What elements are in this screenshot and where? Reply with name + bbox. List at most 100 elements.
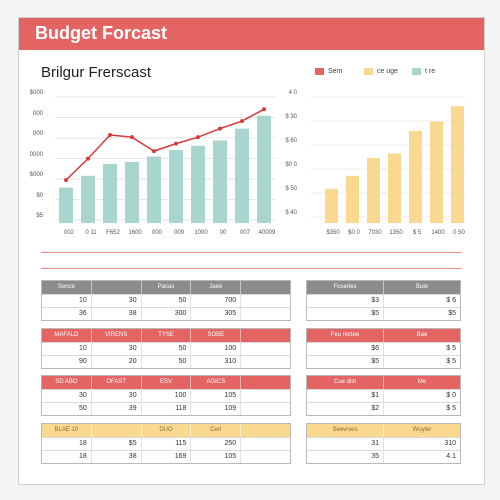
header-cell: Bule [415,284,428,290]
legend-label: t re [425,68,436,75]
y-tick-label: 4 0 [288,90,297,96]
table-cell: 90 [42,356,92,368]
bar [147,156,161,223]
table-row: $2 $ 5 [307,402,460,415]
data-table: SD ABO OFAST ESV AGICS 30 30 100 105 50 39 118 109 [41,375,291,416]
table-cell: 31 [307,438,384,450]
x-tick-label: 009 [173,230,184,236]
header-cell: BLAE 10 [42,424,92,437]
table-header: Feu rectee Bae [307,329,460,342]
table-cell: 20 [92,356,142,368]
table-cell: 30 [92,343,142,355]
divider [41,268,461,269]
table-cell: 18 [42,438,92,450]
x-tick-label: 1350 [389,230,403,236]
table-cell [241,356,290,368]
table-row: $5 $5 [307,307,460,320]
bar [213,140,227,223]
bar [59,187,73,223]
table-cell: 50 [142,356,192,368]
bar [388,153,401,223]
x-tick-label: 00 [219,230,227,236]
y-tick-label: $ 30 [285,114,297,120]
x-tick-label: $0 0 [348,230,360,236]
table-row: 18 $5 115 250 [42,437,290,450]
table-cell: 109 [191,403,242,415]
table-cell: 50 [142,343,192,355]
table-header: SD ABO OFAST ESV AGICS [42,376,290,389]
y-tick-label: 000 [32,131,43,137]
table-cell: 18 [42,451,92,463]
header-cell: SD ABO [42,376,92,389]
table-cell: $5 [307,308,384,320]
table-cell: 100 [191,343,242,355]
x-tick-label: 0 11 [85,230,97,236]
table-cell: 30 [42,390,92,402]
header-cell: Seevrves [307,424,384,437]
table-cell [241,390,290,402]
header-cell: Jaee [191,281,242,294]
line-point [130,135,134,140]
table-cell [241,295,290,307]
header-cell: Me [417,379,427,385]
x-tick-label: 0 50 [453,230,465,236]
header-cell: OFAST [92,376,142,389]
table-cell: 35 [307,451,384,463]
y-tick-label: $0 [36,192,43,199]
bar [430,121,443,223]
table-header: Seevrves Wuyler [307,424,460,437]
table-row: 30 30 100 105 [42,389,290,402]
table-row: $6 $ 5 [307,342,460,355]
line-point [240,119,244,124]
divider [41,252,461,253]
table-cell: $3 [307,295,384,307]
legend-item: ce uge [364,68,398,75]
bar [367,158,380,223]
bar [103,164,117,223]
page-title: Budget Forcast [35,23,168,43]
header-cell: DUO [142,424,192,437]
header-cell: Sence [42,281,92,294]
bar [125,161,139,223]
legend-swatch [315,68,324,75]
bar [257,115,271,223]
bar [325,188,338,223]
y-tick-label: $000 [29,172,43,178]
table-cell: 700 [191,295,242,307]
y-tick-label: $ 40 [285,210,297,216]
title-bar: Budget Forcast [19,18,484,50]
table-cell: 310 [444,440,456,447]
table-cell: 105 [191,390,242,402]
legend-label: Sem [328,68,343,75]
header-cell: Cue dist [307,376,384,389]
table-cell: $ 5 [446,405,456,412]
header-cell: MAFALD [42,329,92,342]
table-row: 50 39 118 109 [42,402,290,415]
table-row: 10 30 50 100 [42,342,290,355]
table-cell: 50 [142,295,192,307]
table-cell: $ 0 [446,392,456,399]
header-cell [241,281,290,294]
line-point [108,133,112,138]
header-cell: Wuyler [412,427,432,433]
y-tick-label: $ 50 [285,186,297,192]
table-cell: 30 [92,390,142,402]
data-table: Foseries Bule $3 $ 6 $5 $5 [306,280,461,321]
table-cell: 38 [92,451,142,463]
data-table: MAFALD VIRENS TYSE SOBE 10 30 50 100 90 20 50 310 [41,328,291,369]
header-cell: AGICS [191,376,242,389]
y-tick-label: $000 [29,90,43,96]
data-table: BLAE 10 DUO Cerl 18 $5 115 250 18 38 169 105 [41,423,291,464]
table-header: MAFALD VIRENS TYSE SOBE [42,329,290,342]
table-cell: $1 [307,390,384,402]
table-row: $3 $ 6 [307,294,460,307]
data-table: Sence Pacas Jaee 10 30 50 700 36 38 300 305 [41,280,291,321]
header-cell [92,281,142,294]
table-cell: 100 [142,390,192,402]
header-cell: Pacas [142,281,192,294]
header-cell [92,424,142,437]
table-header: Cue dist Me [307,376,460,389]
header-cell: VIRENS [92,329,142,342]
table-header: BLAE 10 DUO Cerl [42,424,290,437]
x-tick-label: 000 [151,230,162,236]
